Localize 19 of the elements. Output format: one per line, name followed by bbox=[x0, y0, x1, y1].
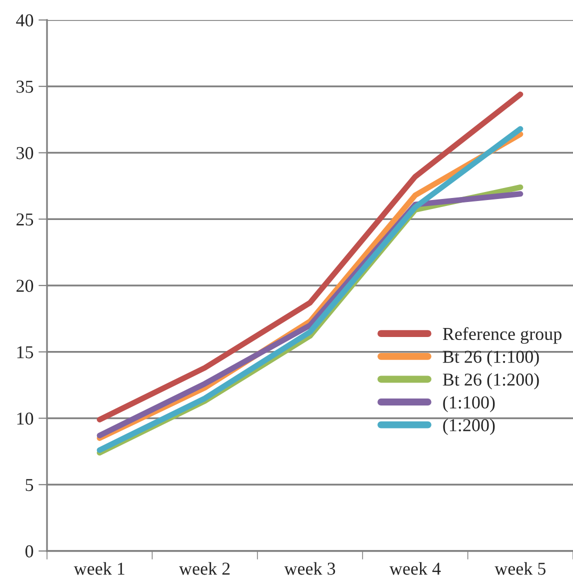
y-tick-label: 40 bbox=[16, 14, 34, 26]
y-tick-label: 0 bbox=[25, 545, 34, 558]
legend-label: Bt 26 (1:100) bbox=[442, 350, 539, 367]
y-tick-label: 10 bbox=[17, 412, 34, 425]
x-tick-label: week 4 bbox=[389, 562, 441, 575]
y-tick-label: 25 bbox=[16, 213, 34, 226]
y-tick-label: 20 bbox=[16, 280, 34, 292]
x-tick-label: week 2 bbox=[178, 562, 230, 575]
x-tick-label: week 3 bbox=[284, 562, 336, 575]
legend-label: (1:200) bbox=[443, 418, 495, 435]
legend-label: Reference group bbox=[442, 327, 562, 344]
legend-label: Bt 26 (1:200) bbox=[442, 373, 539, 390]
y-tick-label: 5 bbox=[26, 479, 34, 492]
y-tick-label: 15 bbox=[17, 346, 34, 358]
y-tick-label: 35 bbox=[16, 80, 34, 93]
x-tick-label: week 1 bbox=[74, 562, 124, 575]
legend-label: (1:100) bbox=[443, 396, 495, 412]
x-tick-label: week 5 bbox=[494, 562, 546, 575]
y-tick-label: 30 bbox=[16, 147, 34, 160]
